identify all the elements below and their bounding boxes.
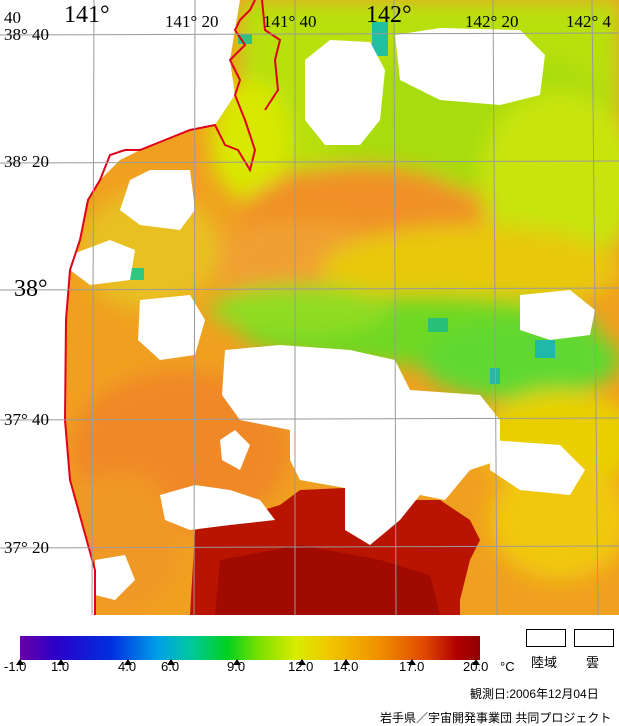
lat-label-38-20: 38° 20: [4, 152, 50, 171]
graticule: [0, 0, 619, 615]
tick-label: 17.0: [399, 659, 425, 674]
tick-label: 12.0: [288, 659, 314, 674]
lon-label-141-20: 141° 20: [165, 12, 219, 31]
land-swatch: [526, 629, 566, 647]
lon-label-142-20: 142° 20: [465, 12, 519, 31]
tick-label: 20.0: [463, 659, 489, 674]
temperature-field: [65, 0, 619, 615]
tick-mark: [342, 659, 350, 665]
lon-label-142-40: 142° 4: [566, 12, 612, 31]
land-label: 陸域: [531, 655, 558, 670]
tick-mark: [167, 659, 175, 665]
tick-label: 4.0: [118, 659, 137, 674]
cloud-label: 雲: [586, 655, 600, 670]
lat-label-38-40: 38° 40: [4, 25, 50, 44]
lat-label-37-40: 37° 40: [4, 410, 50, 429]
tick-mark: [233, 659, 241, 665]
tick-label: 9.0: [227, 659, 246, 674]
tick-mark: [124, 659, 132, 665]
lon-label-141-40: 141° 40: [263, 12, 317, 31]
lon-label-141: 141°: [64, 2, 110, 28]
tick-mark: [16, 659, 24, 665]
color-scale-bar: [20, 635, 480, 660]
tick-mark: [298, 659, 306, 665]
tick-label: 1.0: [51, 659, 70, 674]
cloud-swatch: [574, 629, 614, 647]
tick-mark: [57, 659, 65, 665]
tick-label: 6.0: [161, 659, 180, 674]
observation-date: 観測日:2006年12月04日: [470, 687, 599, 701]
unit-label: °C: [500, 659, 515, 674]
corner-label: 40: [4, 8, 21, 27]
coastline: [63, 0, 257, 615]
tick-mark: [408, 659, 416, 665]
credit-text: 岩手県／宇宙開発事業団 共同プロジェクト: [380, 711, 612, 725]
lon-label-142: 142°: [366, 2, 412, 28]
cloud-mask: [70, 28, 595, 600]
tick-mark: [472, 659, 480, 665]
tick-label: -1.0: [4, 659, 27, 674]
legend: -1.0 1.0 4.0 6.0 9.0 12.0 14.0 17.0 20.0…: [0, 615, 619, 725]
lat-label-38: 38°: [14, 276, 48, 302]
lat-label-37-20: 37° 20: [4, 538, 50, 557]
tick-label: 14.0: [333, 659, 359, 674]
sea-surface-temperature-map: [0, 0, 619, 615]
